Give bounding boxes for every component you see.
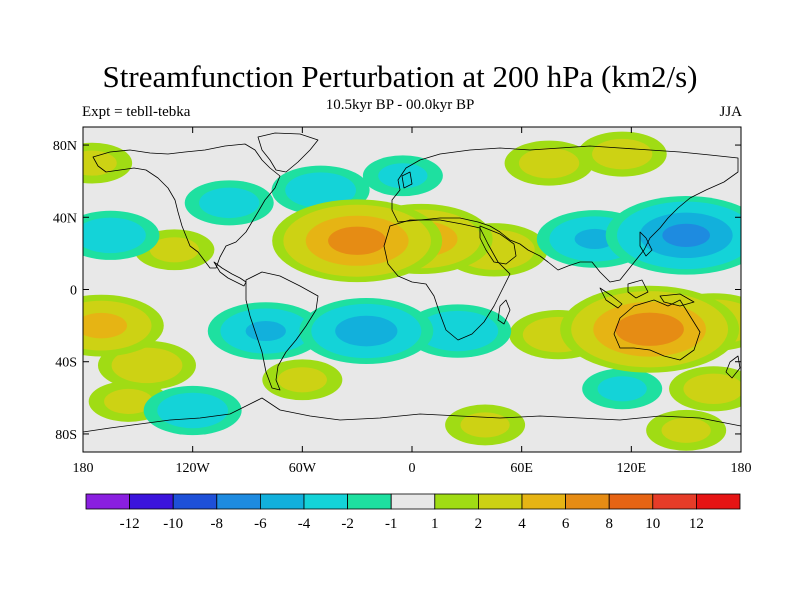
lon-tick-label: 120E — [617, 461, 647, 476]
lon-tick-label: 0 — [409, 461, 416, 476]
coastline-central-america — [213, 261, 247, 287]
contour-cell — [518, 147, 580, 179]
colorbar-swatch — [172, 493, 218, 510]
coastlines — [83, 132, 741, 433]
experiment-subtitle: Expt = tebll-tebka — [82, 104, 191, 120]
coastline-africa — [383, 219, 511, 341]
lon-tick-label: 60E — [510, 461, 533, 476]
coastline-antarctica — [83, 397, 741, 433]
colorbar-swatch — [652, 493, 697, 510]
colorbar: -12 -10 -8 -6 -4 -2 -1 1 2 4 6 8 10 12 — [85, 493, 741, 532]
contour-cell — [597, 376, 647, 402]
season-subtitle: JJA — [719, 104, 742, 120]
lon-tick-label: 180 — [731, 461, 752, 476]
lat-tick-label: 80N — [53, 139, 77, 154]
contour-cell — [285, 172, 356, 208]
colorbar-swatch — [434, 493, 479, 510]
lon-tick-label: 120W — [176, 461, 211, 476]
coastline-arabia — [479, 225, 517, 265]
contour-cell — [157, 392, 229, 429]
contour-cell — [277, 367, 327, 393]
lon-tick-label: 60W — [289, 461, 317, 476]
contour-cell — [328, 226, 387, 255]
contour-cell — [199, 187, 260, 219]
colorbar-swatch — [608, 493, 654, 510]
colorbar-label: 8 — [605, 516, 613, 532]
colorbar-swatch — [85, 493, 130, 510]
coastline-british-isles — [401, 171, 413, 189]
colorbar-label: -6 — [254, 516, 267, 532]
lat-tick-label: 40N — [53, 211, 77, 226]
lon-tick-label: 180 — [73, 461, 94, 476]
coastline-borneo — [627, 279, 649, 299]
colorbar-label: -8 — [211, 516, 224, 532]
contour-cell — [417, 310, 499, 352]
lat-tick-label: 80S — [55, 428, 77, 443]
contour-cell — [104, 388, 154, 414]
contour-cell — [662, 223, 710, 247]
coastline-greenland — [257, 132, 319, 173]
colorbar-label: 6 — [562, 516, 570, 532]
colorbar-swatch — [303, 493, 348, 510]
period-subtitle: 10.5kyr BP - 00.0kyr BP — [325, 97, 475, 113]
coastline-new-guinea — [659, 293, 695, 307]
coastline-north-america — [92, 143, 281, 269]
coastline-madagascar — [497, 299, 511, 325]
colorbar-label: 2 — [475, 516, 483, 532]
colorbar-label: 4 — [518, 516, 526, 532]
colorbar-swatch — [696, 493, 741, 510]
contour-cell — [83, 150, 117, 176]
contour-cell — [661, 417, 711, 443]
colorbar-label: -12 — [120, 516, 140, 532]
lat-tick-label: 40S — [55, 356, 77, 371]
contour-field — [83, 131, 741, 451]
colorbar-swatch — [521, 493, 566, 510]
colorbar-label: -10 — [163, 516, 183, 532]
contour-cell — [335, 315, 398, 347]
contour-cell — [592, 138, 653, 170]
contour-cell — [83, 217, 146, 254]
contour-cell — [615, 312, 684, 346]
colorbar-label: 1 — [431, 516, 439, 532]
contour-cell — [245, 321, 286, 342]
coastline-eurasia — [391, 145, 739, 283]
lat-tick-label: 0 — [70, 284, 77, 299]
colorbar-swatch — [129, 493, 174, 510]
coastline-japan — [639, 231, 653, 257]
colorbar-swatch — [347, 493, 392, 510]
colorbar-label: -1 — [385, 516, 398, 532]
coastline-australia — [613, 299, 701, 361]
contour-cell — [683, 373, 741, 405]
coastline-south-america — [245, 271, 319, 391]
contour-cell — [460, 412, 510, 438]
map-axes: 80N 40N 0 40S 80S 180 120W 60W 0 60E 120E 180 — [53, 127, 752, 476]
colorbar-swatch — [390, 493, 436, 510]
contour-cell — [83, 312, 128, 339]
colorbar-swatch — [477, 493, 523, 510]
coastline-sumatra — [599, 287, 623, 309]
colorbar-label: 10 — [645, 516, 660, 532]
colorbar-swatch — [216, 493, 261, 510]
contour-cell — [574, 228, 615, 249]
colorbar-label: -2 — [341, 516, 354, 532]
colorbar-label: -4 — [298, 516, 311, 532]
contour-cell — [111, 347, 183, 384]
coastline-new-zealand — [725, 355, 741, 379]
colorbar-swatch — [259, 493, 305, 510]
colorbar-label: 12 — [689, 516, 704, 532]
plot-title: Streamfunction Perturbation at 200 hPa (… — [102, 59, 698, 94]
colorbar-swatch — [565, 493, 610, 510]
contour-cell — [149, 237, 200, 263]
